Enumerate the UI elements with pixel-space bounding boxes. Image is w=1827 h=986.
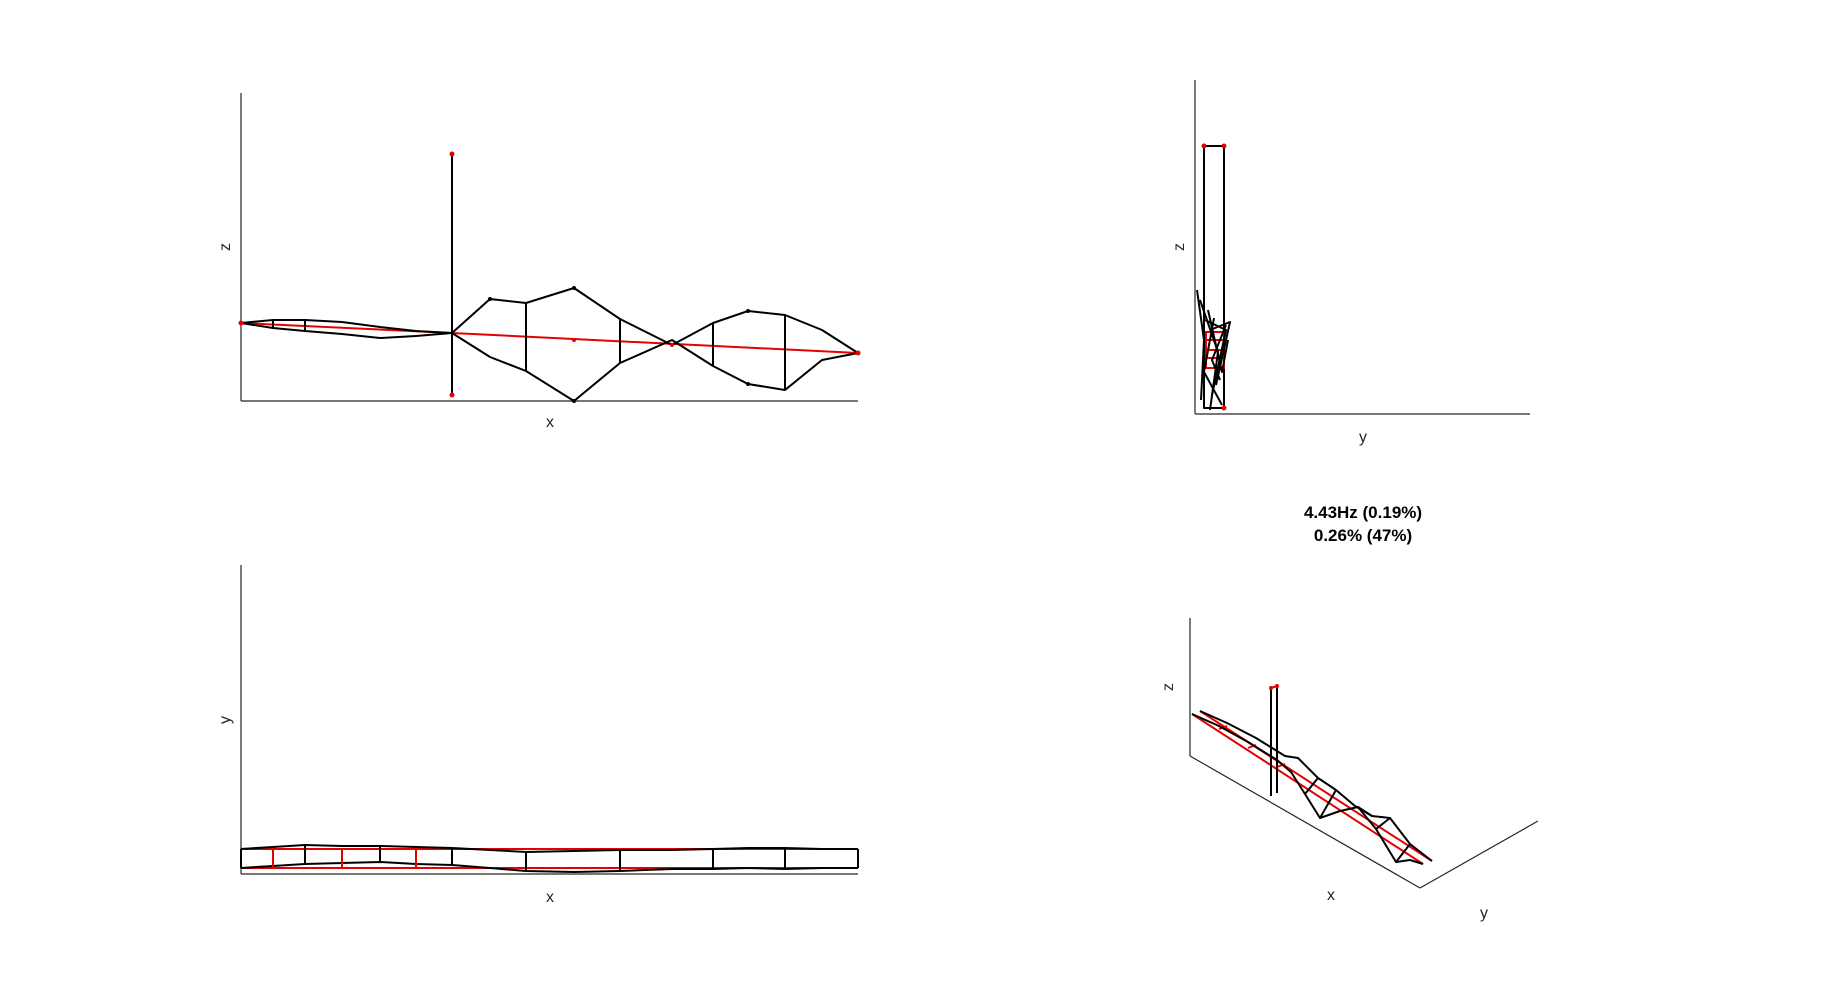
iso-ylabel: y <box>1480 905 1488 922</box>
iso-deformed-chord-b <box>1199 710 1433 862</box>
iso-deformed-rungs <box>1304 777 1411 863</box>
xy-undeformed-rungs <box>272 849 417 868</box>
xz-xlabel: x <box>546 414 554 431</box>
xy-deformed-rungs <box>240 845 859 871</box>
xy-ylabel: y <box>217 716 234 724</box>
iso-undeformed-rail-b <box>1199 710 1433 862</box>
yz-tower-frame <box>1203 145 1225 409</box>
iso-xlabel: x <box>1327 887 1335 904</box>
view-xz: x z <box>217 93 861 431</box>
iso-y-axis <box>1419 820 1539 889</box>
figure-title: 4.43Hz (0.19%) 0.26% (47%) <box>1304 503 1422 545</box>
xz-deformed-top-chord <box>240 287 859 354</box>
xz-ylabel: z <box>217 243 234 251</box>
xz-deformed-verticals <box>272 303 786 390</box>
yz-deformed-deck-sections <box>1196 289 1231 411</box>
view-xy: x y <box>217 565 859 906</box>
xz-deformed-bottom-chord <box>240 322 859 402</box>
iso-undeformed-rail-a <box>1191 713 1424 865</box>
view-yz: y z <box>1171 80 1530 446</box>
iso-tower <box>1269 684 1279 796</box>
yz-xlabel: y <box>1359 429 1367 446</box>
xz-undeformed-deck <box>240 322 859 354</box>
title-line-1: 4.43Hz (0.19%) <box>1304 503 1422 522</box>
iso-x-axis <box>1189 755 1421 889</box>
xy-xlabel: x <box>546 889 554 906</box>
iso-zlabel: z <box>1160 683 1177 691</box>
view-iso: x y z <box>1160 618 1539 922</box>
title-line-2: 0.26% (47%) <box>1314 526 1412 545</box>
yz-ylabel: z <box>1171 243 1188 251</box>
